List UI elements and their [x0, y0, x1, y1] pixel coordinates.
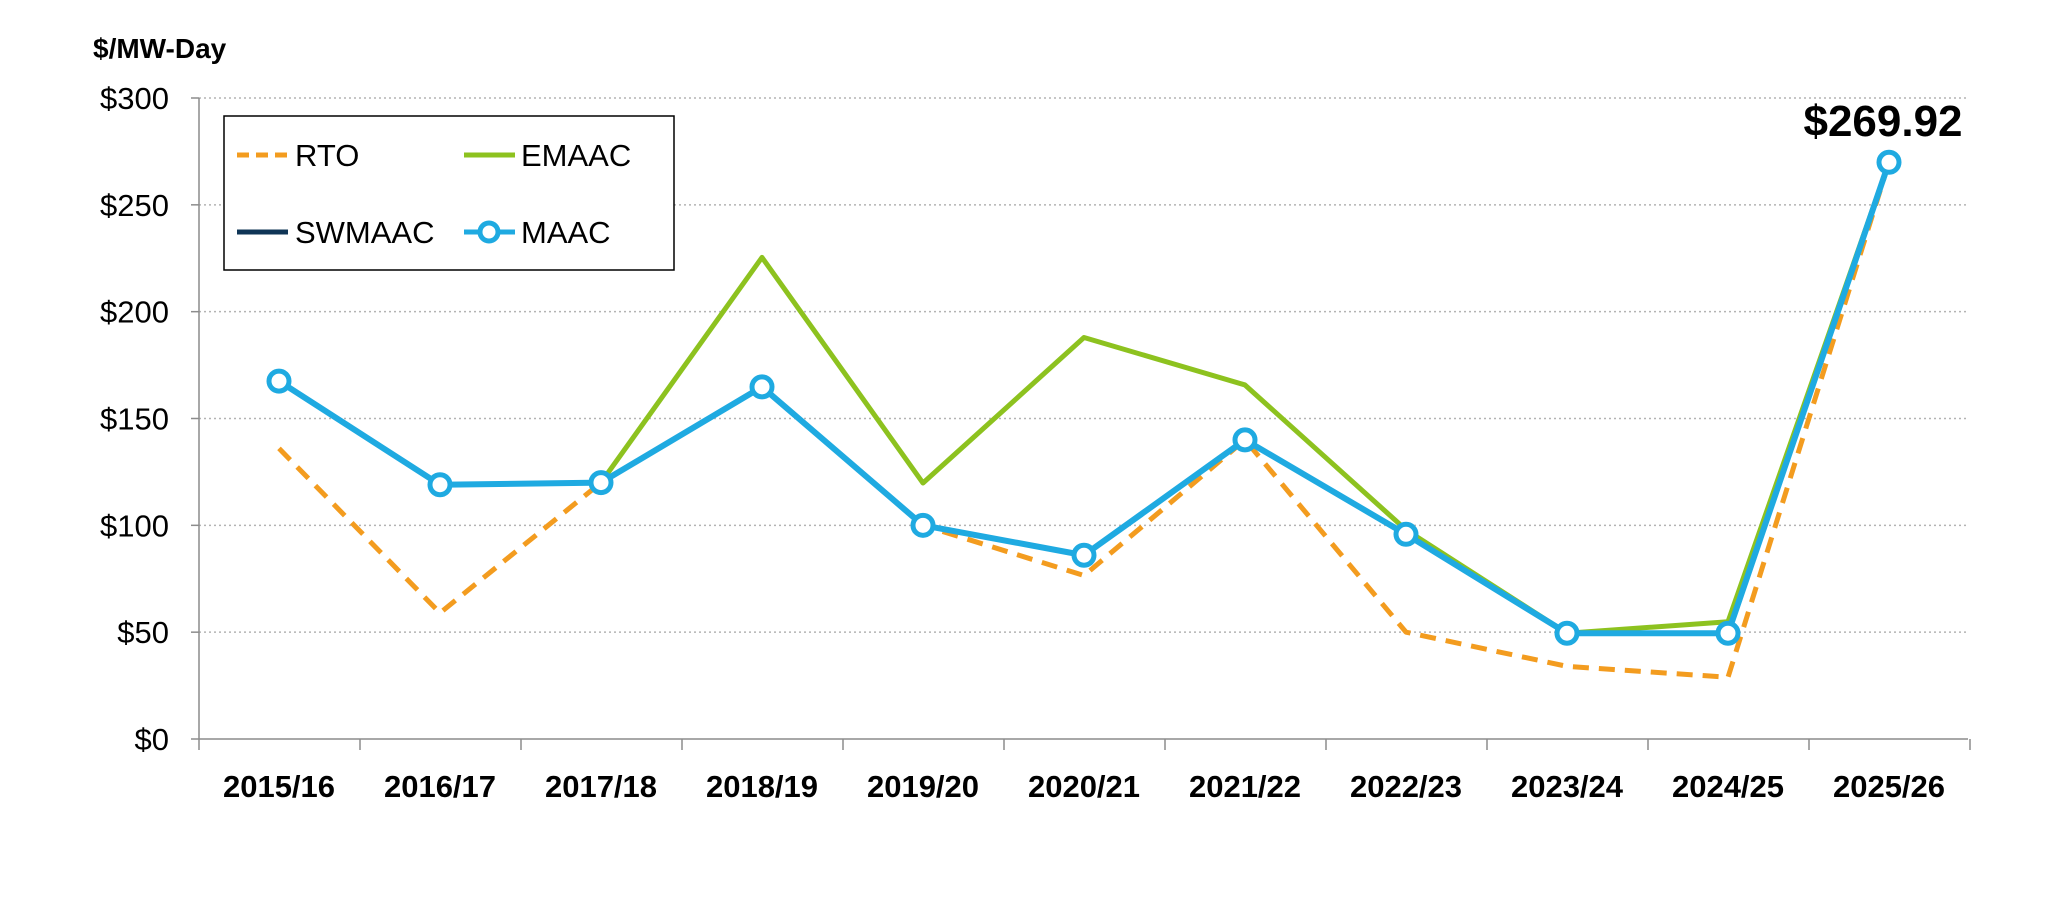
x-tick-label: 2025/26: [1833, 769, 1945, 804]
legend-swatch-maac-marker: [477, 220, 501, 244]
data-point-maac: [427, 472, 453, 498]
y-tick-label: $150: [100, 402, 169, 437]
legend-box: [223, 115, 675, 271]
data-point-maac: [1393, 521, 1419, 547]
x-tick-label: 2022/23: [1350, 769, 1462, 804]
series-line-rto: [277, 161, 1892, 680]
callout-label: $269.92: [1803, 97, 1962, 146]
data-point-maac: [1876, 149, 1902, 175]
data-point-maac: [910, 512, 936, 538]
x-tick-label: 2017/18: [545, 769, 657, 804]
x-tick-label: 2020/21: [1028, 769, 1140, 804]
y-tick-label: $50: [117, 615, 169, 650]
y-axis: $0 $50 $100 $150 $200 $250 $300: [100, 81, 200, 757]
legend-label-maac: MAAC: [521, 215, 611, 250]
y-axis-unit-label: $/MW-Day: [93, 33, 227, 64]
y-tick-label: $200: [100, 295, 169, 330]
data-point-maac: [1715, 620, 1741, 646]
data-point-maac: [588, 470, 614, 496]
y-tick-label: $300: [100, 81, 169, 116]
x-axis: 2015/16 2016/17 2017/18 2018/19 2019/20 2020/…: [198, 738, 1971, 804]
x-tick-label: 2021/22: [1189, 769, 1301, 804]
x-tick-label: 2018/19: [706, 769, 818, 804]
x-tick-label: 2023/24: [1511, 769, 1624, 804]
x-tick-label: 2016/17: [384, 769, 496, 804]
legend-label-swmaac: SWMAAC: [295, 215, 435, 250]
maac-markers: [266, 149, 1902, 646]
data-point-maac: [1554, 620, 1580, 646]
legend-label-rto: RTO: [295, 138, 359, 173]
data-point-maac: [266, 368, 292, 394]
y-tick-label: $100: [100, 508, 169, 543]
legend: RTO EMAAC SWMAAC MAAC: [223, 115, 675, 271]
x-tick-label: 2015/16: [223, 769, 335, 804]
x-tick-label: 2024/25: [1672, 769, 1784, 804]
data-point-maac: [1232, 427, 1258, 453]
data-point-maac: [1071, 542, 1097, 568]
data-point-maac: [749, 374, 775, 400]
y-tick-label: $250: [100, 188, 169, 223]
x-tick-label: 2019/20: [867, 769, 979, 804]
legend-label-emaac: EMAAC: [521, 138, 631, 173]
y-tick-label: $0: [135, 722, 169, 757]
